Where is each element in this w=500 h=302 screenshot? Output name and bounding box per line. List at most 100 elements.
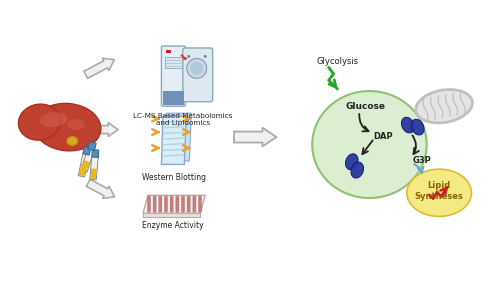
Circle shape	[187, 58, 206, 78]
Circle shape	[164, 204, 168, 207]
Text: DAP: DAP	[373, 132, 392, 140]
Circle shape	[187, 201, 190, 204]
Circle shape	[182, 201, 184, 204]
Circle shape	[176, 209, 179, 212]
Circle shape	[182, 204, 184, 207]
Circle shape	[182, 196, 184, 199]
Circle shape	[148, 201, 150, 204]
Ellipse shape	[67, 137, 78, 146]
Text: Western Blotting: Western Blotting	[142, 173, 206, 182]
Polygon shape	[82, 160, 90, 171]
Polygon shape	[88, 142, 96, 151]
Circle shape	[193, 204, 196, 207]
Circle shape	[148, 207, 150, 210]
Ellipse shape	[411, 119, 424, 135]
Ellipse shape	[18, 104, 60, 140]
Circle shape	[170, 201, 173, 204]
Polygon shape	[88, 123, 118, 137]
Circle shape	[153, 207, 156, 210]
Polygon shape	[234, 128, 276, 146]
Circle shape	[187, 209, 190, 212]
Circle shape	[176, 201, 179, 204]
Ellipse shape	[351, 162, 364, 178]
Circle shape	[158, 209, 162, 212]
Circle shape	[158, 204, 162, 207]
Bar	[166, 50, 171, 53]
Polygon shape	[143, 213, 200, 217]
FancyBboxPatch shape	[183, 48, 212, 102]
Bar	[163, 91, 184, 105]
Polygon shape	[90, 152, 98, 180]
Polygon shape	[92, 149, 99, 158]
Circle shape	[182, 207, 184, 210]
Text: G3P: G3P	[412, 156, 432, 165]
Ellipse shape	[40, 112, 67, 127]
Ellipse shape	[312, 91, 426, 198]
FancyBboxPatch shape	[162, 46, 186, 106]
Circle shape	[170, 196, 173, 199]
Circle shape	[158, 201, 162, 204]
Circle shape	[193, 201, 196, 204]
Circle shape	[170, 207, 173, 210]
Circle shape	[148, 196, 150, 199]
Polygon shape	[90, 169, 96, 179]
Circle shape	[176, 199, 179, 202]
Circle shape	[153, 196, 156, 199]
Circle shape	[187, 204, 190, 207]
Polygon shape	[162, 116, 186, 164]
Bar	[165, 57, 182, 68]
Circle shape	[164, 201, 168, 204]
Circle shape	[148, 199, 150, 202]
Circle shape	[164, 196, 168, 199]
Circle shape	[153, 204, 156, 207]
Circle shape	[193, 209, 196, 212]
Text: Enzyme Activity: Enzyme Activity	[142, 221, 204, 230]
Polygon shape	[164, 113, 192, 161]
Circle shape	[190, 62, 203, 75]
Circle shape	[170, 204, 173, 207]
Circle shape	[198, 204, 202, 207]
Circle shape	[164, 199, 168, 202]
Circle shape	[170, 199, 173, 202]
Circle shape	[182, 209, 184, 212]
Circle shape	[182, 199, 184, 202]
Circle shape	[158, 207, 162, 210]
Circle shape	[158, 196, 162, 199]
Text: Lipid
Syntheses: Lipid Syntheses	[414, 181, 464, 201]
Polygon shape	[143, 195, 205, 213]
Ellipse shape	[346, 154, 358, 170]
Text: LC-MS Based Metabolomics
and Lipidomics: LC-MS Based Metabolomics and Lipidomics	[133, 113, 232, 126]
Ellipse shape	[416, 89, 472, 123]
Circle shape	[187, 199, 190, 202]
Circle shape	[193, 207, 196, 210]
Circle shape	[187, 196, 190, 199]
Circle shape	[153, 201, 156, 204]
Ellipse shape	[407, 169, 472, 217]
Circle shape	[198, 199, 202, 202]
Ellipse shape	[402, 117, 414, 133]
Text: Glycolysis: Glycolysis	[316, 57, 358, 66]
Circle shape	[153, 199, 156, 202]
Circle shape	[176, 207, 179, 210]
Polygon shape	[81, 144, 96, 172]
Circle shape	[170, 209, 173, 212]
Polygon shape	[78, 149, 90, 177]
Circle shape	[153, 209, 156, 212]
Circle shape	[193, 196, 196, 199]
Circle shape	[188, 55, 190, 58]
Polygon shape	[84, 58, 114, 78]
Circle shape	[198, 207, 202, 210]
Circle shape	[148, 204, 150, 207]
Circle shape	[176, 196, 179, 199]
Polygon shape	[83, 146, 91, 155]
Circle shape	[204, 55, 206, 58]
Circle shape	[164, 209, 168, 212]
Circle shape	[198, 201, 202, 204]
Circle shape	[193, 199, 196, 202]
Circle shape	[176, 204, 179, 207]
Circle shape	[148, 209, 150, 212]
Polygon shape	[86, 179, 115, 198]
Circle shape	[198, 209, 202, 212]
Ellipse shape	[34, 103, 101, 151]
Circle shape	[187, 207, 190, 210]
